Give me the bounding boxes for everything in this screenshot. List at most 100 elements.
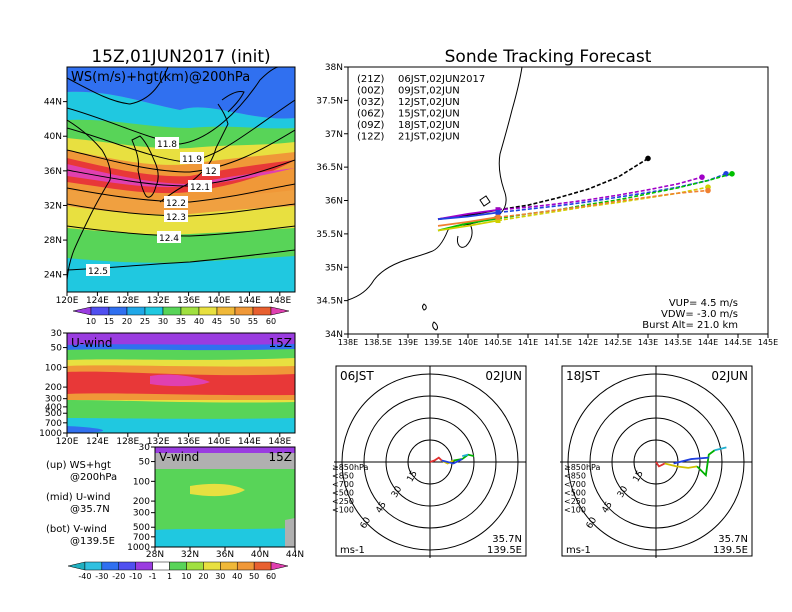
- hodo-series-2: [696, 449, 716, 478]
- map-lat-label: 24N: [44, 271, 62, 281]
- v-p-label: 1000: [127, 543, 150, 553]
- colorbar-swatch: [126, 306, 146, 316]
- note-mid-b: @35.7N: [70, 504, 110, 515]
- hodo-legend-item: <700: [564, 480, 586, 489]
- u-lon-label: 132E: [147, 437, 170, 447]
- track-legend-time: 09JST,02JUN: [398, 86, 460, 97]
- v-p-label: 500: [133, 523, 150, 533]
- track-ascent-5: [437, 216, 499, 227]
- hodo-ring-label: 15: [406, 469, 420, 484]
- colorbar-label: 10: [86, 317, 96, 326]
- u-p-label: 200: [45, 383, 62, 393]
- track-burst-2: [495, 210, 501, 216]
- track-lon-label: 138E: [338, 338, 358, 347]
- map-lon-label: 120E: [56, 296, 79, 306]
- track-descent-2: [497, 173, 727, 214]
- v-colorbar-label: 50: [249, 572, 259, 581]
- uwind-lon-ticks: 120E 124E 128E 132E 136E 140E 144E 148E: [56, 433, 292, 447]
- map200-label: WS(m/s)+hgt(km)@200hPa: [71, 70, 250, 85]
- colorbar-label: 45: [212, 317, 222, 326]
- v-colorbar-label: 1: [167, 572, 172, 581]
- track-descent-3: [497, 173, 733, 220]
- hodo-legend-item: <100: [564, 506, 586, 515]
- u-p-label: 500: [45, 409, 62, 419]
- colorbar-swatch: [180, 306, 200, 316]
- contour-label-12.5: 12.5: [88, 267, 108, 277]
- hodo-series-0: [655, 461, 666, 468]
- track-lon-label: 145E: [758, 338, 778, 347]
- v-p-label: 200: [133, 497, 150, 507]
- contour-label-12: 12: [205, 167, 216, 177]
- map-lon-label: 140E: [208, 296, 231, 306]
- hodo2-right: 02JUN: [711, 369, 748, 383]
- uwind-frame: [66, 332, 296, 434]
- u-lon-label: 124E: [86, 437, 109, 447]
- track-legend-zulu: (12Z): [357, 132, 384, 143]
- hodo-series-4: [441, 458, 463, 465]
- hodo-legend-item: ≥850hPa: [332, 463, 369, 472]
- china-coastline: [67, 119, 111, 281]
- track-burst-4: [495, 218, 501, 224]
- hodo2-loc1: 35.7N: [718, 534, 748, 545]
- vwind-label: V-wind: [159, 450, 199, 464]
- v-colorbar-swatch: [186, 561, 204, 571]
- map-lat-label: 36N: [44, 167, 62, 177]
- v-p-label: 50: [139, 458, 151, 468]
- map-lon-label: 136E: [177, 296, 200, 306]
- hgt-contour-12.2: [67, 183, 295, 203]
- track-ascent-2: [437, 211, 499, 221]
- v-colorbar-label: 20: [198, 572, 208, 581]
- v-colorbar-label: -40: [78, 572, 91, 581]
- colorbar-swatch: [216, 306, 236, 316]
- hodo1-right: 02JUN: [485, 369, 522, 383]
- track-lon-label: 140.5E: [484, 338, 512, 347]
- track-legend-time: 18JST,02JUN: [398, 120, 460, 131]
- hodo1-left: 06JST: [340, 369, 374, 383]
- hodo1-loc2: 139.5E: [487, 545, 522, 556]
- uwind-time: 15Z: [269, 336, 293, 350]
- panel-legend-notes: (up) WS+hgt @200hPa (mid) U-wind @35.7N …: [46, 460, 117, 547]
- map-lat-label: 40N: [44, 132, 62, 142]
- track-landing-0: [645, 155, 651, 162]
- v-colorbar-label: -30: [95, 572, 108, 581]
- track-lat-label: 34.5N: [316, 297, 343, 307]
- coast-feature: [479, 195, 491, 207]
- u-lon-label: 144E: [238, 437, 261, 447]
- v-colorbar-label: 10: [181, 572, 191, 581]
- track-legend-zulu: (00Z): [357, 86, 384, 97]
- track-lon-label: 143E: [638, 338, 658, 347]
- map-band-lower-cyan: [67, 256, 295, 292]
- v-p-label: 300: [133, 509, 150, 519]
- track-legend-zulu: (06Z): [357, 109, 384, 120]
- colorbar-label: 55: [248, 317, 258, 326]
- colorbar-label: 15: [104, 317, 114, 326]
- left-title: 15Z,01JUN2017 (init): [91, 47, 270, 67]
- track-legend-time: 15JST,02JUN: [398, 109, 460, 120]
- track-legend-time: 12JST,02JUN: [398, 97, 460, 108]
- note-mid-a: (mid) U-wind: [46, 492, 110, 503]
- track-lat-label: 35.5N: [316, 230, 343, 240]
- vwind-time: 15Z: [269, 450, 293, 464]
- hodo-series-2: [453, 453, 475, 462]
- u-p-label: 100: [45, 363, 62, 373]
- track-legend-zulu: (03Z): [357, 97, 384, 108]
- v-lat-label: 40N: [251, 550, 269, 560]
- map-band-red: [67, 158, 295, 194]
- hodo-ring-label: 45: [374, 500, 388, 515]
- map200-lon-ticks: 120E 124E 128E 132E 136E 140E 144E 148E: [56, 292, 292, 306]
- track-descent-5: [497, 189, 709, 218]
- boso-peninsula: [457, 223, 473, 248]
- u-lon-label: 148E: [268, 437, 291, 447]
- track-lon-label: 138.5E: [364, 338, 392, 347]
- colorbar-label: 35: [176, 317, 186, 326]
- colorbar-swatch: [162, 306, 182, 316]
- u-p-label: 50: [51, 344, 63, 354]
- colorbar-swatch: [90, 306, 110, 316]
- vwind-colorbar: -40 -30 -20 -10 -1 1 10 20 30 40 50 60: [67, 561, 289, 581]
- hodo1-lines: [429, 453, 475, 465]
- u-p-label: 700: [45, 419, 62, 429]
